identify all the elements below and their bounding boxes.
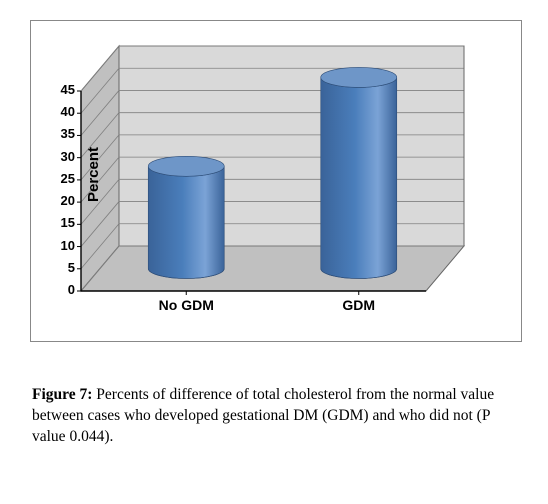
y-tick: 20 xyxy=(51,193,75,208)
y-tick: 15 xyxy=(51,215,75,230)
figure-caption: Figure 7: Percents of difference of tota… xyxy=(32,385,517,448)
figure-container: Percent 0 5 10 15 20 25 30 35 40 45 No GDM GDM Fig… xyxy=(0,0,548,504)
y-tick: 40 xyxy=(51,104,75,119)
y-tick: 5 xyxy=(51,260,75,275)
y-tick: 30 xyxy=(51,149,75,164)
x-tick: No GDM xyxy=(136,297,236,313)
y-axis-label: Percent xyxy=(85,147,102,202)
y-tick: 10 xyxy=(51,238,75,253)
y-tick: 25 xyxy=(51,171,75,186)
y-tick: 45 xyxy=(51,82,75,97)
y-tick: 35 xyxy=(51,126,75,141)
chart-panel: Percent 0 5 10 15 20 25 30 35 40 45 No GDM GDM xyxy=(30,20,522,342)
caption-text: Percents of difference of total choleste… xyxy=(32,386,494,445)
x-tick: GDM xyxy=(309,297,409,313)
y-tick: 0 xyxy=(51,282,75,297)
caption-label: Figure 7: xyxy=(32,386,92,403)
bar-chart-3d xyxy=(31,21,521,341)
